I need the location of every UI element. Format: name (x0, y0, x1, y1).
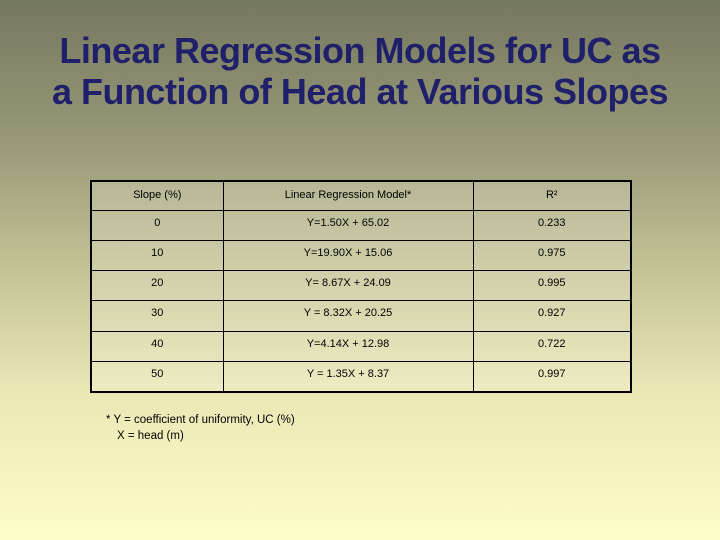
footnote-line-2: X = head (m) (117, 430, 184, 442)
r-squared-cell: 0.995 (472, 270, 632, 302)
footnote-line-1: * Y = coefficient of uniformity, UC (%) (106, 414, 295, 426)
table-header-slope: Slope (%) (90, 180, 224, 211)
slope-cell: 20 (90, 270, 224, 302)
r-squared-cell: 0.722 (472, 330, 632, 363)
table-row: 10 Y=19.90X + 15.06 0.975 (90, 239, 632, 272)
slide-title-line-2: a Function of Head at Various Slopes (51, 71, 669, 112)
regression-table: Slope (%) Linear Regression Model* R² 0 … (90, 180, 632, 393)
model-cell: Y=19.90X + 15.06 (222, 239, 474, 272)
slide-title: Linear Regression Models for UC as a Fun… (0, 30, 720, 112)
slide-title-line-1: Linear Regression Models for UC as (59, 30, 661, 71)
slope-cell: 0 (90, 209, 224, 241)
table-row: 40 Y=4.14X + 12.98 0.722 (90, 330, 632, 363)
r-squared-cell: 0.997 (472, 361, 632, 393)
model-cell: Y= 8.67X + 24.09 (222, 270, 474, 302)
table-row: 50 Y = 1.35X + 8.37 0.997 (90, 361, 632, 393)
table-row: 20 Y= 8.67X + 24.09 0.995 (90, 270, 632, 302)
model-cell: Y = 1.35X + 8.37 (222, 361, 474, 393)
table-header-row: Slope (%) Linear Regression Model* R² (90, 180, 632, 211)
r-squared-cell: 0.233 (472, 209, 632, 241)
table-row: 30 Y = 8.32X + 20.25 0.927 (90, 300, 632, 332)
model-cell: Y = 8.32X + 20.25 (222, 300, 474, 332)
r-squared-cell: 0.975 (472, 239, 632, 272)
slope-cell: 50 (90, 361, 224, 393)
table-header-r-squared: R² (472, 180, 632, 211)
r-squared-cell: 0.927 (472, 300, 632, 332)
model-cell: Y=1.50X + 65.02 (222, 209, 474, 241)
model-cell: Y=4.14X + 12.98 (222, 330, 474, 363)
slope-cell: 40 (90, 330, 224, 363)
table-row: 0 Y=1.50X + 65.02 0.233 (90, 209, 632, 241)
slope-cell: 30 (90, 300, 224, 332)
slope-cell: 10 (90, 239, 224, 272)
table-header-model: Linear Regression Model* (222, 180, 474, 211)
footnote: * Y = coefficient of uniformity, UC (%) … (106, 412, 295, 444)
